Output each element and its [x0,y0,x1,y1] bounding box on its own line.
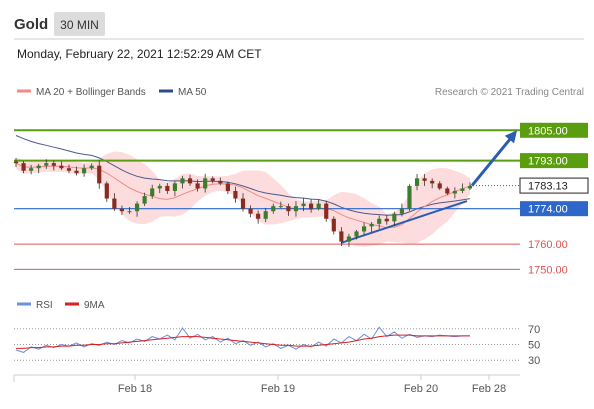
candle-body [445,188,450,194]
candle-body [29,168,34,171]
candle-body [142,196,147,204]
candle-body [293,206,299,212]
candle-body [13,161,19,164]
current-price-box [519,177,589,194]
candle-body [82,168,87,174]
candle-body [157,185,162,189]
candle-body [150,188,155,197]
candle-body [301,203,306,207]
candle-body [384,218,389,222]
candle-body [430,180,435,184]
candle-body [218,180,223,184]
level-box-1793.00 [520,153,588,169]
price-panel: 1805.00 1793.00 1783.13 1774.00 1760.00 1750.… [13,122,589,276]
candle-body [44,163,49,166]
candle-body [437,183,442,189]
candle-body [119,208,125,212]
candle-body [127,211,132,213]
candle-body [414,178,420,186]
candle-body [89,165,94,169]
candle-body [210,178,215,181]
level-label-1805.00: 1805.00 [528,125,568,137]
candle-body [112,198,117,209]
x-tick-label-Feb 19: Feb 19 [261,383,295,395]
candle-body [286,206,291,212]
candle-body [225,183,230,191]
candle-body [203,178,208,189]
candle-body [361,226,367,232]
candle-body [66,168,72,171]
candle-body [369,223,374,227]
candle-body [309,203,314,209]
candle-body [377,218,382,224]
candle-body [339,231,344,242]
candle-body [331,218,336,232]
candle-body [392,213,397,222]
x-tick-label-Feb 18: Feb 18 [118,383,152,395]
x-tick-label-Feb 20: Feb 20 [404,383,438,395]
candle-body [104,183,109,199]
candle-body [354,231,359,237]
candle-body [263,211,268,219]
candle-body [240,198,246,209]
rsi-level-label-50: 50 [528,340,540,352]
timeframe-tab[interactable] [54,12,105,36]
level-label-1750.00: 1750.00 [528,264,568,276]
candle-body [74,170,79,174]
rsi-level-label-30: 30 [528,355,540,367]
candle-body [316,203,321,209]
level-label-1793.00: 1793.00 [528,156,568,168]
candle-body [271,206,276,212]
level-label-1760.00: 1760.00 [528,239,568,251]
candle-body [187,178,193,184]
trend-line [341,200,468,244]
candle-body [59,165,64,169]
ma50-legend-label: MA 50 [178,87,207,98]
copyright-label: Research © 2021 Trading Central [435,87,584,98]
candle-body [256,213,261,219]
candle-body [97,165,102,184]
rsi-legend-label: RSI [36,300,53,311]
candle-body [407,185,412,209]
x-tick-label-Feb 28: Feb 28 [472,383,506,395]
datetime-label: Monday, February 22, 2021 12:52:29 AM CE… [17,47,262,61]
candle-body [460,188,465,191]
candle-body [172,183,177,191]
candle-body [399,208,404,214]
candle-body [165,185,170,191]
candle-body [422,178,427,181]
candle-body [467,185,473,189]
candle-body [195,183,200,189]
candle-body [346,236,352,242]
candle-body [36,165,41,169]
candle-body [324,203,329,219]
rsi-panel: 70 50 30 [14,324,540,367]
candle-body [452,190,457,194]
rsi-ma-line [16,334,470,349]
x-axis: Feb 18 Feb 19 Feb 20 Feb 28 [118,375,506,395]
ma20-legend-label: MA 20 + Bollinger Bands [36,87,146,98]
forecast-arrow-shaft [470,133,516,187]
candle-body [134,203,140,212]
ma9-legend-label: 9MA [84,300,105,311]
level-box-1774.00 [520,201,588,217]
candle-body [233,190,238,199]
instrument-label: Gold [14,16,48,33]
rsi-line [15,326,470,353]
current-price-label: 1783.13 [528,181,568,193]
candle-body [278,206,283,208]
candle-body [21,163,26,171]
rsi-level-label-70: 70 [528,324,540,336]
timeframe-label: 30 MIN [60,18,99,32]
level-box-1805.00 [520,122,588,138]
level-label-1774.00: 1774.00 [528,204,568,216]
candle-body [248,208,253,214]
candle-body [51,163,56,166]
candle-body [180,178,185,184]
forecast-arrow-head [504,130,517,144]
